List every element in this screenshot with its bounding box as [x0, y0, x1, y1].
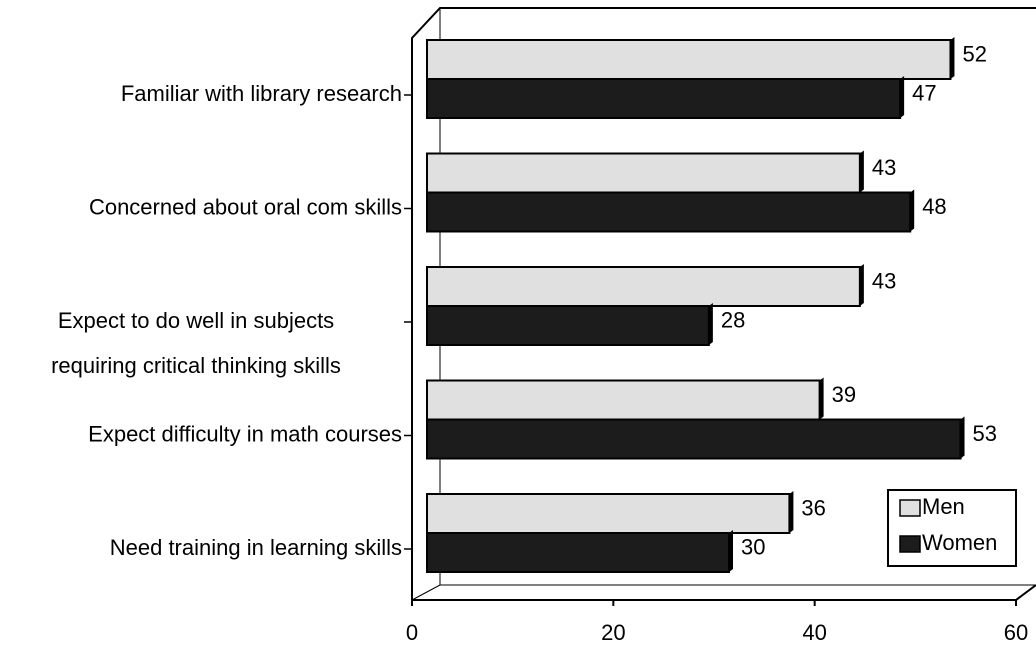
data-label: 43: [872, 268, 896, 293]
y-tick-label: Concerned about oral com skills: [89, 194, 402, 219]
data-label: 48: [922, 194, 946, 219]
bar: [426, 78, 902, 119]
bar-side: [960, 416, 965, 459]
legend-label: Men: [922, 494, 965, 519]
data-label: 43: [872, 155, 896, 180]
data-label: 28: [721, 307, 745, 332]
y-tick-label: Need training in learning skills: [110, 535, 402, 560]
data-label: 39: [832, 382, 856, 407]
bar: [426, 493, 791, 534]
bar: [426, 305, 710, 346]
bar-side: [819, 377, 824, 420]
axis-frame: [411, 7, 1036, 600]
legend: Men Women: [887, 489, 1017, 567]
data-label: 36: [801, 495, 825, 520]
bar: [426, 39, 952, 80]
bar-side: [859, 264, 864, 306]
legend-swatch: [899, 499, 921, 517]
bar-side: [910, 189, 915, 232]
bar: [426, 379, 821, 421]
y-tick-label: Familiar with library research: [121, 81, 402, 106]
bar-side: [950, 37, 955, 79]
bar: [426, 532, 730, 573]
data-label: 53: [973, 421, 997, 446]
floor-edge: [411, 584, 441, 601]
bar-side: [900, 76, 905, 118]
bar-side: [789, 491, 794, 533]
bar-side: [859, 150, 864, 193]
x-tick-label: 40: [802, 620, 826, 645]
bar: [426, 191, 912, 233]
legend-swatch: [899, 535, 921, 553]
bar: [426, 266, 861, 307]
bar-side: [729, 530, 733, 572]
floor: [412, 584, 1036, 601]
bar: [426, 418, 962, 460]
bar: [426, 152, 861, 194]
y-tick-label: Expect to do well in subjects requiring c…: [51, 308, 341, 378]
x-tick-label: 60: [1004, 620, 1028, 645]
x-tick-label: 0: [406, 620, 418, 645]
data-label: 52: [962, 41, 986, 66]
data-label: 47: [912, 80, 936, 105]
y-tick-label: Expect difficulty in math courses: [88, 421, 402, 446]
data-label: 30: [741, 534, 765, 559]
bar-side: [708, 303, 713, 345]
x-tick-label: 20: [601, 620, 625, 645]
legend-label: Women: [922, 530, 997, 555]
